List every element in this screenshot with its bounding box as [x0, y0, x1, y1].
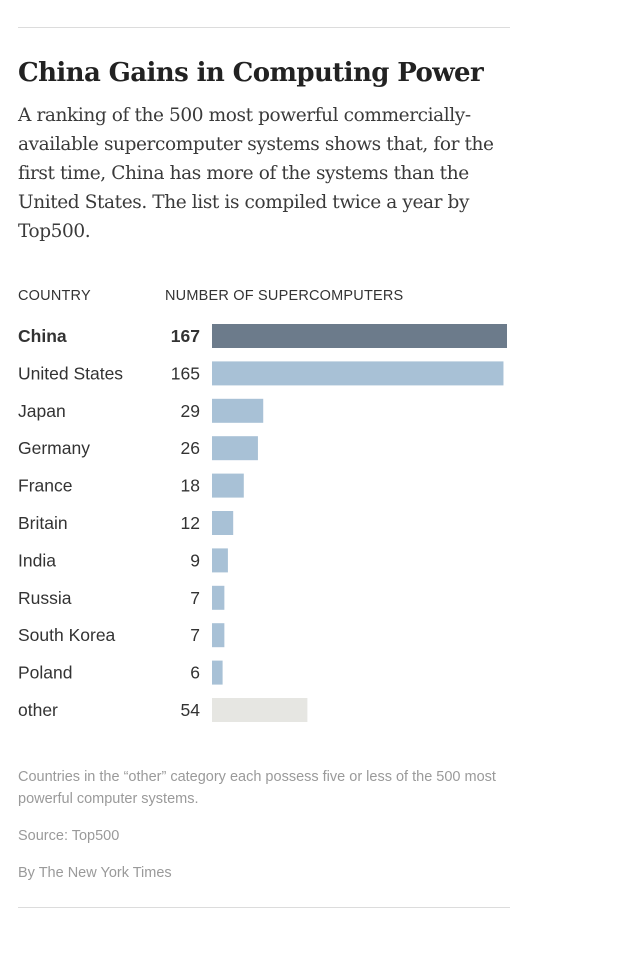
- bar-france: [212, 473, 244, 498]
- value-label-germany: 26: [181, 438, 200, 458]
- value-label-japan: 29: [181, 401, 200, 421]
- value-label-france: 18: [181, 476, 200, 496]
- category-label-india: India: [18, 550, 56, 570]
- bar-other: [212, 698, 308, 722]
- value-label-poland: 6: [190, 663, 200, 683]
- footnote: Countries in the “other” category each p…: [18, 769, 496, 807]
- category-label-united-states: United States: [18, 363, 123, 383]
- bar-india: [212, 548, 228, 573]
- value-label-britain: 12: [181, 513, 200, 533]
- value-label-china: 167: [171, 326, 200, 346]
- credit-line: By The New York Times: [18, 865, 172, 881]
- category-label-other: other: [18, 700, 58, 720]
- bar-germany: [212, 436, 258, 461]
- source-note: Source: Top500: [18, 828, 120, 844]
- bar-russia: [212, 585, 225, 610]
- bar-poland: [212, 660, 223, 685]
- category-label-japan: Japan: [18, 401, 66, 421]
- category-label-france: France: [18, 476, 72, 496]
- bar-britain: [212, 511, 234, 535]
- bar-united-states: [212, 361, 504, 386]
- chart-subtitle: A ranking of the 500 most powerful comme…: [18, 105, 494, 242]
- category-label-germany: Germany: [18, 438, 90, 458]
- bar-china: [212, 324, 507, 348]
- value-label-russia: 7: [190, 588, 200, 608]
- country-column-header: COUNTRY: [18, 288, 91, 304]
- value-label-other: 54: [181, 700, 201, 720]
- number-column-header: NUMBER OF SUPERCOMPUTERS: [165, 288, 404, 304]
- category-label-britain: Britain: [18, 513, 68, 533]
- bar-south-korea: [212, 623, 225, 648]
- value-label-india: 9: [190, 550, 200, 570]
- bar-japan: [212, 398, 264, 423]
- category-label-poland: Poland: [18, 663, 73, 683]
- bottom-rule: [18, 907, 510, 908]
- category-label-south-korea: South Korea: [18, 625, 116, 645]
- category-label-russia: Russia: [18, 588, 72, 608]
- top-rule: [18, 27, 510, 28]
- value-label-united-states: 165: [171, 363, 200, 383]
- value-label-south-korea: 7: [190, 625, 200, 645]
- chart-title: China Gains in Computing Power: [18, 58, 484, 88]
- category-label-china: China: [18, 326, 67, 346]
